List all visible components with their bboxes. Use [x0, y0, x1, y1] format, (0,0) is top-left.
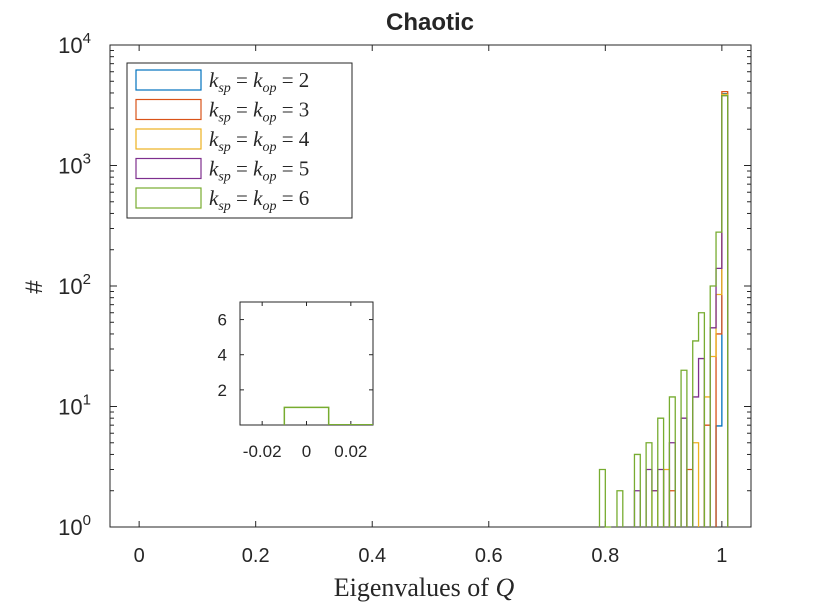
- x-axis-label: Eigenvalues of Q: [334, 573, 515, 602]
- series-line-5: [633, 94, 729, 527]
- legend-label-5: ksp = kop = 5: [209, 157, 309, 185]
- inset-y-tick-label: 6: [218, 311, 227, 330]
- x-tick-label: 0.8: [591, 545, 619, 567]
- inset-x-tick-label: 0.02: [334, 442, 367, 461]
- y-ticks: 100 101 102 103 104: [58, 30, 751, 540]
- legend-label-3: ksp = kop = 3: [209, 98, 309, 126]
- inset-plot-area: [239, 301, 374, 426]
- x-tick-label: 0.2: [242, 545, 270, 567]
- chart-title: Chaotic: [386, 9, 474, 36]
- legend-swatch-2: [135, 69, 202, 91]
- x-tick-label: 0.4: [358, 545, 386, 567]
- inset-x-tick-label: -0.02: [243, 442, 282, 461]
- series-line-6: [598, 94, 729, 528]
- legend-label-4: ksp = kop = 4: [209, 127, 310, 155]
- y-tick-label: 103: [58, 151, 91, 179]
- x-axis-label-text: Eigenvalues of: [334, 573, 490, 602]
- x-ticks: 0 0.2 0.4 0.6 0.8 1: [134, 45, 727, 567]
- legend-swatch-4: [135, 128, 202, 150]
- x-axis-label-variable: Q: [495, 573, 514, 602]
- inset-x-tick-label: 0: [302, 442, 311, 461]
- histogram-series: [598, 91, 729, 528]
- legend-swatch-5: [135, 157, 202, 180]
- inset-axes: -0.02 0 0.02 2 4 6: [218, 301, 374, 461]
- x-tick-label: 0: [134, 545, 145, 567]
- y-tick-label: 100: [58, 512, 91, 540]
- legend-label-6: ksp = kop = 6: [209, 186, 309, 214]
- x-tick-label: 1: [716, 545, 727, 567]
- y-tick-label: 104: [58, 30, 91, 58]
- y-tick-label: 102: [58, 271, 91, 299]
- series-line-3: [668, 91, 729, 527]
- legend-swatch-3: [135, 98, 202, 121]
- legend-swatch-6: [135, 187, 202, 209]
- y-axis-label: #: [21, 280, 48, 294]
- x-tick-label: 0.6: [475, 545, 503, 567]
- inset-y-tick-label: 4: [218, 346, 227, 365]
- inset-y-tick-label: 2: [218, 381, 227, 400]
- legend-label-2: ksp = kop = 2: [209, 68, 309, 96]
- y-tick-label: 101: [58, 392, 91, 420]
- inset-bar: [283, 406, 330, 425]
- legend-box: [126, 62, 353, 219]
